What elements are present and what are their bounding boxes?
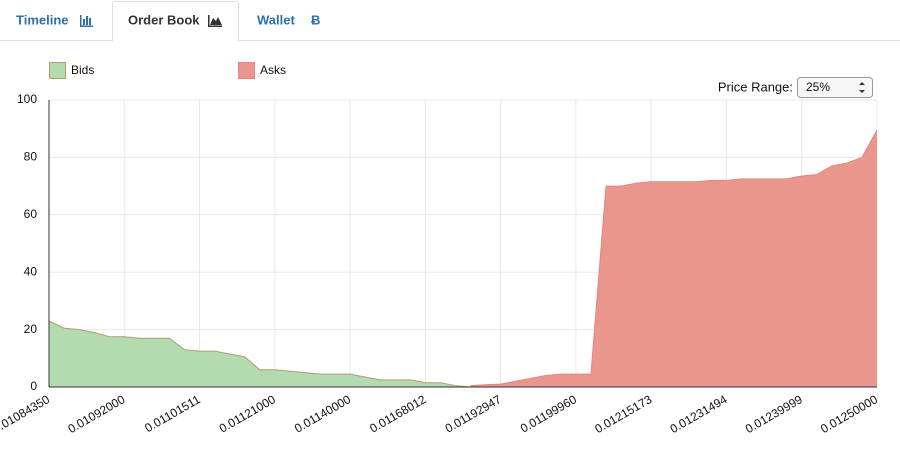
x-tick-label: 0.01084350	[0, 392, 52, 436]
x-tick-label: 0.01101511	[142, 392, 203, 435]
x-tick-label: 0.01192947	[443, 392, 504, 436]
area-edge	[48, 320, 471, 388]
x-tick-label: 0.01199960	[518, 392, 579, 436]
x-tick-label: 0.01121000	[217, 392, 278, 436]
legend-label: Asks	[260, 63, 286, 77]
y-tick-label: 100	[17, 92, 37, 106]
tab[interactable]: Order Book	[128, 12, 200, 27]
y-tick-label: 60	[24, 207, 38, 221]
price-range-value: 25%	[806, 80, 830, 94]
area	[470, 130, 877, 387]
x-tick-label: 0.01215173	[592, 392, 654, 436]
x-tick-label: 0.01231494	[668, 392, 730, 436]
price-range-label: Price Range:	[718, 79, 793, 94]
price-range-select[interactable]	[797, 77, 873, 98]
y-tick-label: 40	[24, 264, 38, 278]
area-icon	[208, 15, 222, 27]
chart-icon	[80, 15, 93, 27]
y-tick-label: 80	[24, 150, 38, 164]
active-tab-box	[112, 1, 239, 41]
x-tick-label: 0.01168012	[367, 392, 428, 436]
area-edge	[470, 129, 878, 387]
legend-swatch	[238, 62, 255, 79]
y-tick-label: 20	[24, 322, 38, 336]
tab[interactable]: Timeline	[16, 12, 69, 27]
x-tick-label: 0.01239999	[743, 392, 805, 436]
select-arrows	[859, 82, 865, 93]
legend-swatch	[49, 62, 66, 79]
x-tick-label: 0.01092000	[65, 392, 127, 436]
x-tick-label: 0.01140000	[292, 392, 353, 436]
bitcoin-icon: Ƀ	[311, 12, 320, 27]
area	[49, 320, 471, 387]
x-tick-label: 0.01250000	[818, 392, 880, 436]
legend-label: Bids	[71, 63, 94, 77]
chart: Bids Asks 0 20 40 60 80 100 0.01084350 0.01092000…	[0, 62, 880, 436]
y-tick-label: 0	[30, 379, 37, 393]
tab[interactable]: Wallet	[257, 12, 295, 27]
